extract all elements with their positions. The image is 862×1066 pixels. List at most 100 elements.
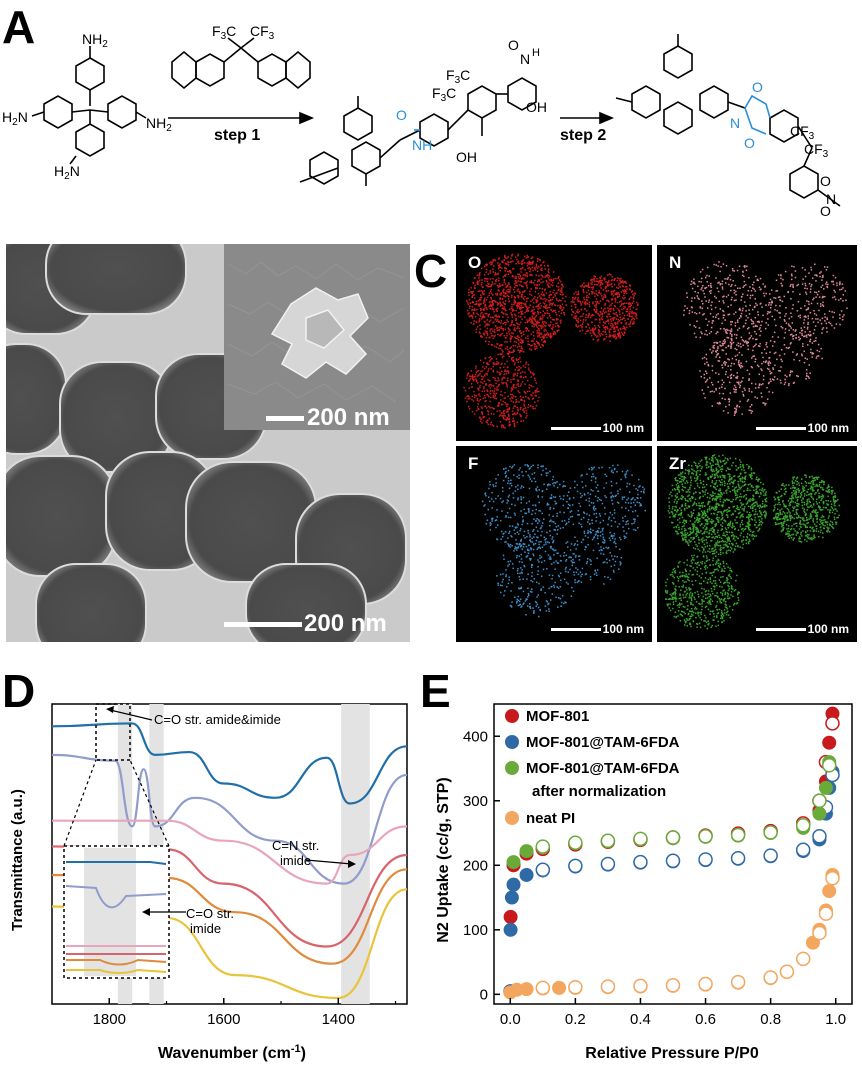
edx-dot (536, 326, 538, 328)
edx-dot (496, 327, 498, 330)
edx-dot (696, 482, 699, 485)
edx-dot (517, 273, 519, 276)
edx-dot (808, 272, 810, 274)
edx-dot (797, 283, 800, 286)
edx-dot (475, 328, 478, 331)
edx-dot (713, 347, 715, 349)
edx-dot (554, 581, 556, 584)
edx-dot (710, 326, 713, 329)
edx-dot (479, 385, 481, 387)
edx-dot (498, 316, 500, 318)
edx-dot (482, 397, 485, 400)
edx-dot (621, 506, 623, 509)
edx-dot (518, 469, 520, 471)
edx-dot (743, 275, 745, 278)
edx-dot (629, 320, 632, 323)
edx-dot (540, 541, 542, 543)
edx-dot (642, 490, 645, 493)
edx-dot (516, 322, 518, 324)
edx-dot (810, 288, 812, 290)
edx-dot (839, 288, 841, 291)
edx-dot (484, 400, 486, 403)
edx-dot (490, 263, 492, 266)
edx-dot (486, 285, 489, 287)
edx-dot (595, 293, 598, 295)
edx-dot (497, 258, 500, 260)
edx-dot (715, 264, 718, 266)
edx-dot (739, 314, 742, 317)
edx-dot (791, 370, 794, 373)
edx-dot (539, 311, 542, 314)
edx-dot (535, 581, 538, 584)
edx-dot (761, 396, 763, 398)
edx-dot (490, 305, 493, 307)
edx-dot (554, 304, 557, 307)
edx-dot (534, 391, 537, 394)
edx-dot (671, 508, 674, 510)
edx-dot (544, 288, 546, 291)
edx-dot (586, 473, 588, 475)
edx-dot (496, 293, 498, 296)
edx-dot (520, 414, 522, 417)
edx-dot (813, 309, 815, 312)
edx-dot (676, 500, 678, 503)
edx-dot (495, 382, 497, 385)
edx-dot (517, 568, 519, 570)
edx-dot (596, 499, 599, 502)
edx-dot (726, 533, 728, 536)
edx-dot (725, 551, 727, 554)
edx-dot (556, 299, 558, 301)
edx-dot (841, 283, 844, 285)
edx-dot (727, 540, 729, 542)
edx-dot (577, 300, 579, 303)
edx-dot (511, 275, 514, 277)
edx-dot (525, 555, 528, 558)
edx-dot (753, 498, 755, 501)
edx-dot (822, 296, 824, 298)
edx-dot (604, 338, 606, 340)
edx-dot (477, 403, 480, 405)
edx-dot (826, 285, 828, 288)
edx-dot (593, 513, 595, 515)
tem-particles (6, 244, 410, 642)
edx-dot (773, 340, 776, 343)
edx-dot (480, 313, 482, 315)
edx-dot (742, 270, 744, 273)
edx-dot (631, 290, 634, 292)
edx-dot (721, 280, 724, 283)
edx-dot (520, 571, 523, 574)
edx-dot (731, 524, 734, 527)
edx-dot (522, 285, 524, 288)
edx-dot (480, 267, 483, 270)
edx-dot (528, 398, 530, 400)
edx-dot (839, 281, 841, 283)
edx-dot (493, 311, 495, 313)
edx-dot (726, 489, 728, 491)
edx-dot (514, 362, 516, 364)
edx-dot (469, 378, 472, 380)
edx-dot (628, 314, 631, 316)
edx-dot (779, 379, 782, 382)
edx-dot (620, 277, 622, 280)
edx-dot (682, 533, 684, 535)
edx-dot (588, 286, 591, 288)
edx-dot (595, 318, 598, 321)
edx-dot (530, 349, 533, 351)
edx-dot (475, 371, 478, 374)
edx-dot (615, 293, 617, 296)
edx-dot (561, 308, 564, 311)
edx-dot (754, 338, 757, 341)
edx-dot (534, 600, 537, 603)
edx-dot (613, 571, 615, 573)
edx-dot (605, 482, 608, 484)
edx-dot (549, 534, 552, 537)
edx-dot (633, 322, 635, 325)
edx-dot (524, 321, 527, 324)
edx-dot (532, 385, 534, 388)
edx-dot (545, 474, 548, 477)
edx-dot (497, 333, 499, 336)
edx-dot (584, 301, 587, 303)
edx-dot (551, 327, 553, 330)
edx-dot (752, 345, 755, 348)
edx-dot (719, 494, 721, 496)
